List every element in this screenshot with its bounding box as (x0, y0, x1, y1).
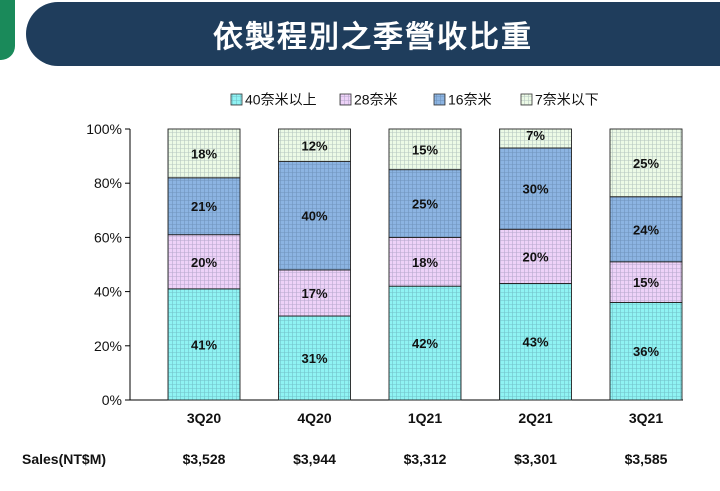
bar-segment (167, 288, 241, 401)
sales-value: $3,312 (404, 451, 447, 467)
bar-segment (167, 177, 241, 236)
bar-segment (499, 147, 572, 230)
sales-value: $3,944 (293, 451, 336, 467)
legend-swatch (339, 93, 352, 106)
data-label: 18% (412, 255, 438, 270)
data-label: 21% (191, 199, 217, 214)
legend-label: 40奈米以上 (245, 92, 317, 108)
bar-segment (278, 161, 351, 271)
bar-segment (167, 128, 241, 179)
bar-stack: 43% 20% 30% 7% (499, 128, 572, 401)
bar-segment (609, 128, 683, 198)
legend-item: 40奈米以上 (230, 92, 317, 108)
bar-segment (609, 196, 683, 263)
data-label: 15% (633, 275, 659, 290)
sales-value: $3,528 (183, 451, 226, 467)
x-tick-label: 4Q20 (297, 410, 331, 426)
x-axis-labels: 3Q20 4Q20 1Q21 2Q21 3Q21 (187, 410, 663, 426)
data-label: 43% (522, 335, 548, 350)
data-label: 24% (633, 222, 659, 237)
data-label: 41% (191, 337, 217, 352)
sales-row-label: Sales(NT$M) (22, 451, 106, 467)
data-label: 25% (633, 156, 659, 171)
data-label: 30% (522, 182, 548, 197)
bar-segment (167, 234, 241, 290)
data-label: 25% (412, 197, 438, 212)
bar-stack: 31% 17% 40% 12% (278, 128, 351, 401)
bar-segment (278, 128, 351, 162)
data-label: 36% (633, 344, 659, 359)
bar-segment (609, 261, 683, 303)
data-label: 20% (522, 249, 548, 264)
bar-stack: 42% 18% 25% 15% (388, 128, 462, 401)
sales-row: $3,528 $3,944 $3,312 $3,301 $3,585 Sales(NT$M… (22, 451, 668, 467)
bar-segment (499, 128, 572, 149)
data-label: 7% (526, 128, 545, 143)
bar-stack: 41% 20% 21% 18% (167, 128, 241, 401)
header-accent-tab (0, 0, 15, 60)
legend-swatch (230, 93, 243, 106)
bar-segment (388, 236, 462, 287)
legend-item: 7奈米以下 (520, 92, 599, 108)
legend-item: 28奈米 (339, 92, 398, 108)
data-label: 18% (191, 146, 217, 161)
x-tick-label: 3Q21 (629, 410, 663, 426)
data-label: 31% (301, 351, 327, 366)
data-label: 17% (301, 286, 327, 301)
y-tick-label: 60% (94, 229, 122, 245)
bar-segment (499, 228, 572, 284)
data-label: 42% (412, 336, 438, 351)
y-tick-label: 100% (86, 121, 122, 137)
legend-swatch (520, 93, 533, 106)
data-label: 15% (412, 142, 438, 157)
bar-segment (499, 283, 572, 401)
bar-segment (388, 169, 462, 238)
sales-value: $3,585 (625, 451, 668, 467)
y-tick-label: 20% (94, 338, 122, 354)
bar-segment (278, 269, 351, 317)
legend-item: 16奈米 (433, 92, 492, 108)
chart-legend: 40奈米以上 28奈米 16奈米 7奈米以下 (230, 92, 599, 108)
bar-stack: 36% 15% 24% 25% (609, 128, 683, 401)
y-tick-label: 40% (94, 284, 122, 300)
y-tick-label: 80% (94, 175, 122, 191)
bar-segment (388, 128, 462, 171)
legend-label: 28奈米 (354, 92, 398, 108)
sales-value: $3,301 (514, 451, 557, 467)
page-title: 依製程別之季營收比重 (213, 20, 533, 55)
legend-label: 7奈米以下 (535, 92, 599, 108)
data-label: 40% (301, 209, 327, 224)
header-bar (26, 2, 720, 66)
data-label: 20% (191, 255, 217, 270)
bar-segment (609, 301, 683, 401)
y-tick-label: 0% (102, 392, 122, 408)
bar-segment (388, 285, 462, 401)
chart-bars: 41% 20% 21% 18% 31% 17% 40% 12% 42% 18% 25% 15% 43% 2… (167, 128, 683, 401)
legend-label: 16奈米 (448, 92, 492, 108)
x-tick-label: 2Q21 (518, 410, 552, 426)
x-tick-label: 1Q21 (408, 410, 442, 426)
x-tick-label: 3Q20 (187, 410, 221, 426)
legend-swatch (433, 93, 446, 106)
y-axis: 0% 20% 40% 60% 80% 100% (86, 121, 683, 408)
data-label: 12% (301, 138, 327, 153)
